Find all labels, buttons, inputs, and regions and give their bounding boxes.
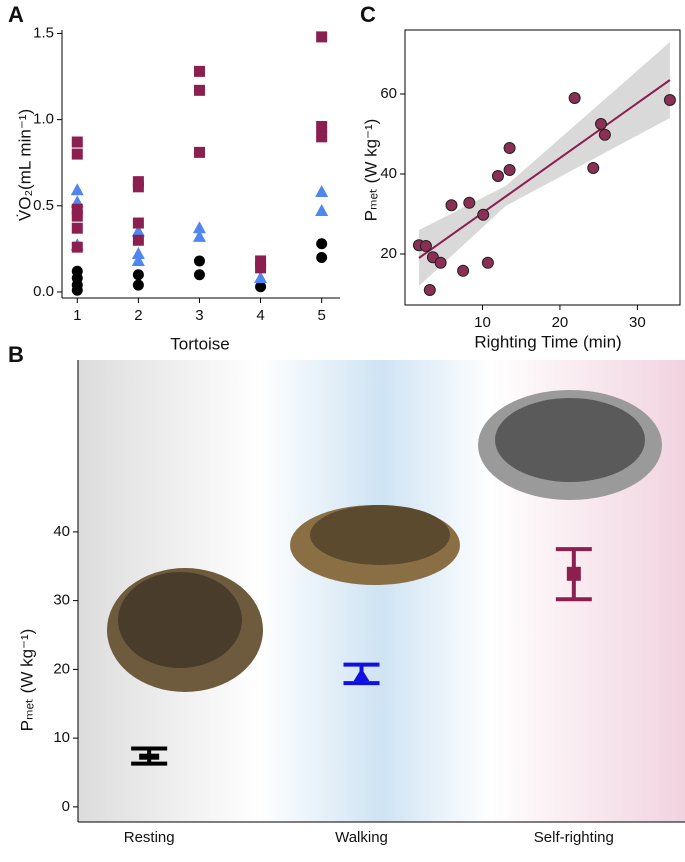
x-tick-label: 10 <box>474 314 491 331</box>
point <box>457 264 470 277</box>
y-axis-label: V̇O₂(mL min⁻¹) <box>15 109 34 221</box>
y-tick-label: 1.0 <box>33 111 54 128</box>
point <box>316 121 328 133</box>
y-tick-label: 30 <box>53 592 70 609</box>
point <box>663 94 676 106</box>
point <box>568 92 581 104</box>
mean-marker <box>566 566 581 581</box>
point <box>594 118 607 130</box>
point <box>193 84 205 96</box>
y-tick-label: 20 <box>380 245 397 262</box>
point <box>503 142 516 154</box>
y-tick-label: 1.5 <box>33 24 54 41</box>
x-tick-label: Self-righting <box>534 829 614 846</box>
point <box>131 247 145 260</box>
point <box>316 31 328 43</box>
point <box>71 203 83 215</box>
point <box>132 269 144 281</box>
point <box>193 65 205 77</box>
y-tick-label: 40 <box>380 165 397 182</box>
y-tick-label: 0.5 <box>33 197 54 214</box>
point <box>193 255 205 267</box>
point <box>71 136 83 148</box>
x-tick-label: 5 <box>317 307 325 324</box>
y-tick-label: 60 <box>380 85 397 102</box>
x-tick-label: 20 <box>552 314 569 331</box>
point <box>587 162 600 174</box>
panel-letter: C <box>360 2 376 27</box>
point <box>131 253 145 266</box>
point <box>255 281 267 293</box>
point <box>71 210 83 222</box>
point <box>193 269 205 281</box>
point <box>316 131 328 143</box>
point <box>71 241 83 253</box>
y-tick-label: 0 <box>62 798 70 815</box>
point <box>481 256 494 269</box>
point <box>131 224 145 237</box>
point <box>477 208 490 221</box>
point <box>71 222 83 234</box>
point <box>419 240 432 252</box>
x-tick-label: Walking <box>335 829 388 846</box>
point <box>193 146 205 158</box>
plot-frame <box>404 29 681 306</box>
y-tick-label: 40 <box>53 523 70 540</box>
point <box>315 185 329 198</box>
y-tick-label: 10 <box>53 729 70 746</box>
point <box>598 128 611 141</box>
y-axis-label: Pₘₑₜ (W kg⁻¹) <box>17 629 36 732</box>
point <box>132 181 144 193</box>
point <box>491 170 504 182</box>
x-tick-label: 3 <box>195 307 203 324</box>
mean-marker <box>139 753 160 760</box>
point <box>423 284 436 296</box>
point <box>463 196 476 209</box>
point <box>192 221 206 234</box>
x-tick-label: 4 <box>256 307 264 324</box>
point <box>132 279 144 291</box>
x-tick-label: 30 <box>629 314 646 331</box>
panel-letter: A <box>8 2 24 27</box>
panel-letter: B <box>8 342 24 367</box>
confidence-band <box>418 42 670 286</box>
point <box>445 199 458 212</box>
point <box>315 203 329 216</box>
point <box>434 256 447 269</box>
point <box>70 183 84 196</box>
point <box>132 234 144 246</box>
fit-line <box>418 79 671 259</box>
point <box>503 164 516 176</box>
point <box>192 229 206 242</box>
point <box>254 271 268 284</box>
y-tick-label: 20 <box>53 660 70 677</box>
mean-marker <box>353 668 370 682</box>
y-axis-label: Pₘₑₜ (W kg⁻¹) <box>361 119 380 222</box>
point <box>316 251 328 263</box>
x-axis-label: Righting Time (min) <box>474 332 621 351</box>
point <box>255 262 267 274</box>
x-tick-label: 2 <box>134 307 142 324</box>
y-tick-label: 0.0 <box>33 283 54 300</box>
point <box>255 255 267 267</box>
tortoise-photo <box>107 390 662 692</box>
point <box>71 284 83 296</box>
x-tick-label: Resting <box>124 829 175 846</box>
x-tick-label: 1 <box>73 307 81 324</box>
point <box>316 238 328 250</box>
point <box>71 148 83 160</box>
x-axis-label: Tortoise <box>170 334 230 353</box>
point <box>132 217 144 229</box>
